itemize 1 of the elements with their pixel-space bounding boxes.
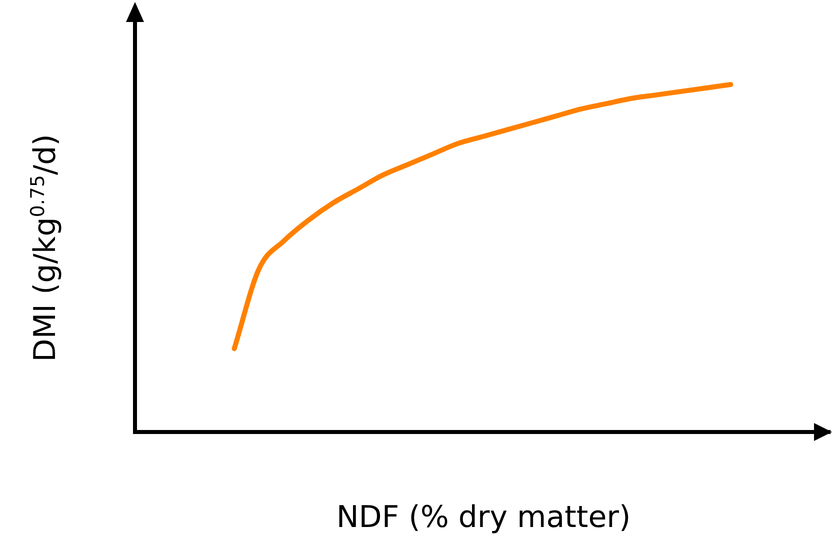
x-axis-title: NDF (% dry matter): [335, 500, 632, 535]
